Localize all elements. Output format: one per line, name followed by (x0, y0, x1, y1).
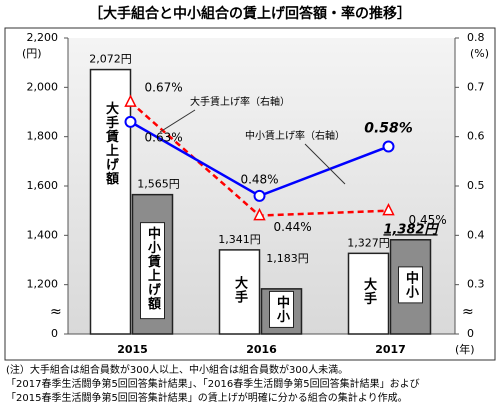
bar-label: 大手 (361, 277, 377, 306)
y2-unit: (%) (470, 47, 489, 60)
series-annotation: 大手賃上げ率（右軸） (190, 95, 290, 108)
line-value-label: 0.63% (145, 130, 183, 144)
y-tick-label: 1,800 (27, 130, 59, 143)
x-tick-label: 2015 (117, 343, 148, 356)
bar-label-box (398, 266, 423, 304)
leader-line (304, 143, 346, 185)
y2-tick-label: 0.7 (467, 80, 485, 93)
marker (124, 115, 137, 128)
bar-value-label: 1,183円 (266, 252, 309, 265)
y2-tick-label: 0.4 (467, 228, 485, 241)
marker (253, 189, 266, 202)
bar-label-box (140, 222, 165, 320)
line-value-label: 0.67% (145, 81, 183, 95)
bar (347, 252, 390, 335)
y-tick-label: 1,400 (27, 228, 59, 241)
axis-break: ≈ (462, 304, 474, 320)
marker (253, 207, 266, 221)
y2-tick-label: 0.8 (467, 31, 485, 44)
bar-label: 中小 (274, 295, 290, 324)
line-value-label: 0.45% (409, 213, 447, 227)
axis-break: ≈ (50, 304, 62, 320)
bar-value-label: 2,072円 (89, 53, 132, 66)
line-value-label: 0.58% (364, 121, 413, 137)
bar (218, 249, 261, 335)
bar-label: 中小 (403, 270, 419, 299)
x-unit: (年) (455, 342, 475, 356)
y-tick-label: 2,200 (27, 31, 59, 44)
x-tick-label: 2016 (246, 343, 277, 356)
marker (382, 140, 395, 153)
bar-label: 大手賃上げ額 (103, 101, 120, 186)
y2-tick-label: 0 (467, 327, 474, 340)
y-unit: (円) (22, 47, 42, 60)
bar-label: 中小賃上げ額 (145, 226, 162, 311)
bar-value-label: 1,327円 (347, 236, 390, 249)
y-tick-label: 0 (51, 327, 58, 340)
series-annotation: 中小賃上げ率（右軸） (245, 129, 345, 142)
bar-value-label: 1,341円 (218, 233, 261, 246)
note: (注）大手組合は組合員数が300人以上、中小組合は組合員数が300人未満。 (6, 363, 348, 376)
bar-label: 大手 (232, 275, 248, 304)
x-tick-label: 2017 (375, 343, 406, 356)
marker (382, 202, 395, 216)
chart-title: ［大手組合と中小組合の賃上げ回答額・率の推移］ (89, 5, 411, 22)
bar-label-box (269, 290, 294, 328)
note: 「2015春季生活闘争第5回回答集計結果」の賃上げが明確に分かる組合の集計より作… (6, 391, 408, 404)
y-tick-label: 2,000 (27, 80, 59, 93)
bar (89, 68, 132, 335)
y2-tick-label: 0.6 (467, 130, 485, 143)
bar-value-label: 1,565円 (137, 178, 180, 191)
y2-tick-label: 0.5 (467, 179, 485, 192)
marker (124, 94, 137, 107)
bar-value-label: 1,382円 (383, 222, 439, 237)
line-value-label: 0.44% (274, 220, 312, 234)
leader-line (159, 109, 196, 133)
y-tick-label: 1,600 (27, 179, 59, 192)
y2-tick-label: 0.3 (467, 278, 485, 291)
line-value-label: 0.48% (240, 172, 278, 186)
note: 「2017春季生活闘争第5回回答集計結果」、「2016春季生活闘争第5回回答集計… (6, 377, 420, 390)
y-tick-label: 1,200 (27, 278, 59, 291)
